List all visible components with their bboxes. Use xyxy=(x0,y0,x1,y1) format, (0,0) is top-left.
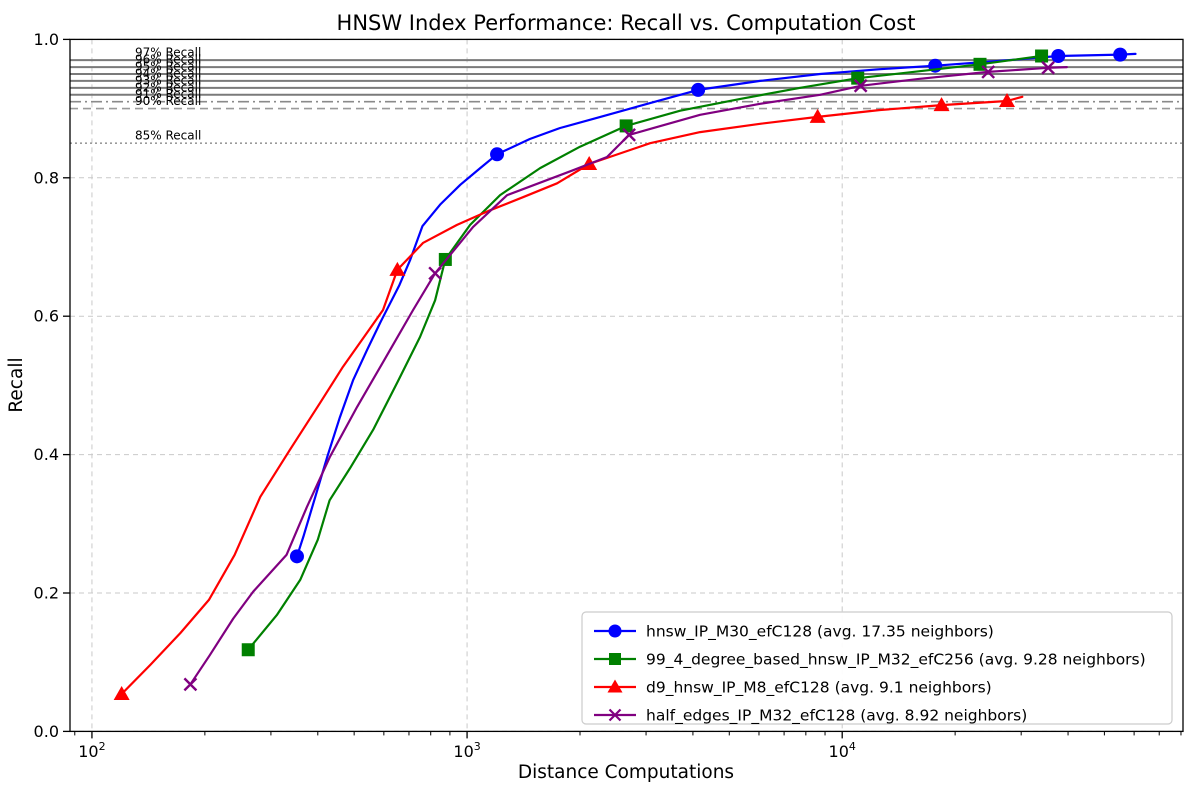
reference-line-label: 91% Recall xyxy=(135,87,201,101)
reference-line-label: 96% Recall xyxy=(135,53,201,67)
circle-marker xyxy=(1051,49,1066,64)
legend-label: d9_hnsw_IP_M8_efC128 (avg. 9.1 neighbors… xyxy=(646,679,992,698)
chart-title: HNSW Index Performance: Recall vs. Compu… xyxy=(337,11,916,35)
circle-marker xyxy=(490,147,505,162)
square-marker xyxy=(1035,49,1049,63)
series-circle xyxy=(289,47,1137,564)
legend-square-marker xyxy=(609,653,621,665)
triangle-marker xyxy=(999,92,1016,107)
plot-border xyxy=(69,38,1184,733)
legend: hnsw_IP_M30_efC128 (avg. 17.35 neighbors… xyxy=(581,611,1173,726)
reference-line-label: 93% Recall xyxy=(135,73,201,87)
circle-marker xyxy=(289,549,304,564)
x-marker xyxy=(853,78,868,93)
legend-item: half_edges_IP_M32_efC128 (avg. 8.92 neig… xyxy=(594,707,1027,726)
triangle-marker xyxy=(933,97,950,112)
series-square xyxy=(241,49,1049,657)
reference-line-label: 97% Recall xyxy=(135,46,201,60)
triangle-marker xyxy=(389,261,406,276)
series-line xyxy=(295,52,1137,558)
y-tick-label: 0.6 xyxy=(34,307,59,326)
triangle-marker xyxy=(809,108,826,123)
x-tick-label: 102 xyxy=(78,740,105,761)
x-tick-label: 104 xyxy=(829,740,856,761)
y-tick-label: 1.0 xyxy=(34,30,59,49)
series-x xyxy=(183,60,1068,692)
x-marker xyxy=(981,65,996,79)
legend-item: 99_4_degree_based_hnsw_IP_M32_efC256 (av… xyxy=(594,651,1146,670)
legend-item: hnsw_IP_M30_efC128 (avg. 17.35 neighbors… xyxy=(594,623,994,642)
x-marker xyxy=(1041,60,1055,75)
legend-label: hnsw_IP_M30_efC128 (avg. 17.35 neighbors… xyxy=(646,623,994,642)
x-marker xyxy=(183,677,198,692)
series-line xyxy=(189,66,1068,686)
legend-label: half_edges_IP_M32_efC128 (avg. 8.92 neig… xyxy=(646,707,1027,726)
x-axis-label: Distance Computations xyxy=(518,762,734,783)
legend-item: d9_hnsw_IP_M8_efC128 (avg. 9.1 neighbors… xyxy=(594,679,992,698)
legend-circle-marker xyxy=(608,624,622,638)
series-line xyxy=(120,95,1024,696)
reference-line-label: 85% Recall xyxy=(135,129,201,143)
legend-x-marker xyxy=(608,708,622,722)
reference-line-label: 94% Recall xyxy=(135,66,201,80)
y-axis-label: Recall xyxy=(6,357,27,412)
circle-marker xyxy=(691,82,706,97)
y-tick-label: 0.8 xyxy=(34,168,59,187)
series-line xyxy=(247,54,1043,651)
y-tick-label: 0.2 xyxy=(34,584,59,603)
reference-line-label: 95% Recall xyxy=(135,60,201,74)
data-series xyxy=(113,47,1137,701)
y-tick-label: 0.0 xyxy=(34,722,59,741)
axes xyxy=(63,38,1184,739)
x-marker xyxy=(428,266,442,281)
reference-line-label: 92% Recall xyxy=(135,80,201,94)
x-marker xyxy=(622,128,636,142)
triangle-marker xyxy=(113,686,130,701)
tick-labels: 0.0 0.2 0.4 0.6 0.8 1.0 102 103 104 xyxy=(34,30,856,761)
reference-line-label: 90% Recall xyxy=(135,94,201,108)
y-tick-label: 0.4 xyxy=(34,445,59,464)
x-tick-label: 103 xyxy=(453,740,480,761)
square-marker xyxy=(851,71,865,85)
legend-triangle-marker xyxy=(607,679,623,693)
circle-marker xyxy=(1113,47,1128,62)
square-marker xyxy=(241,643,255,657)
legend-label: 99_4_degree_based_hnsw_IP_M32_efC256 (av… xyxy=(646,651,1146,670)
legend-box xyxy=(581,611,1173,725)
